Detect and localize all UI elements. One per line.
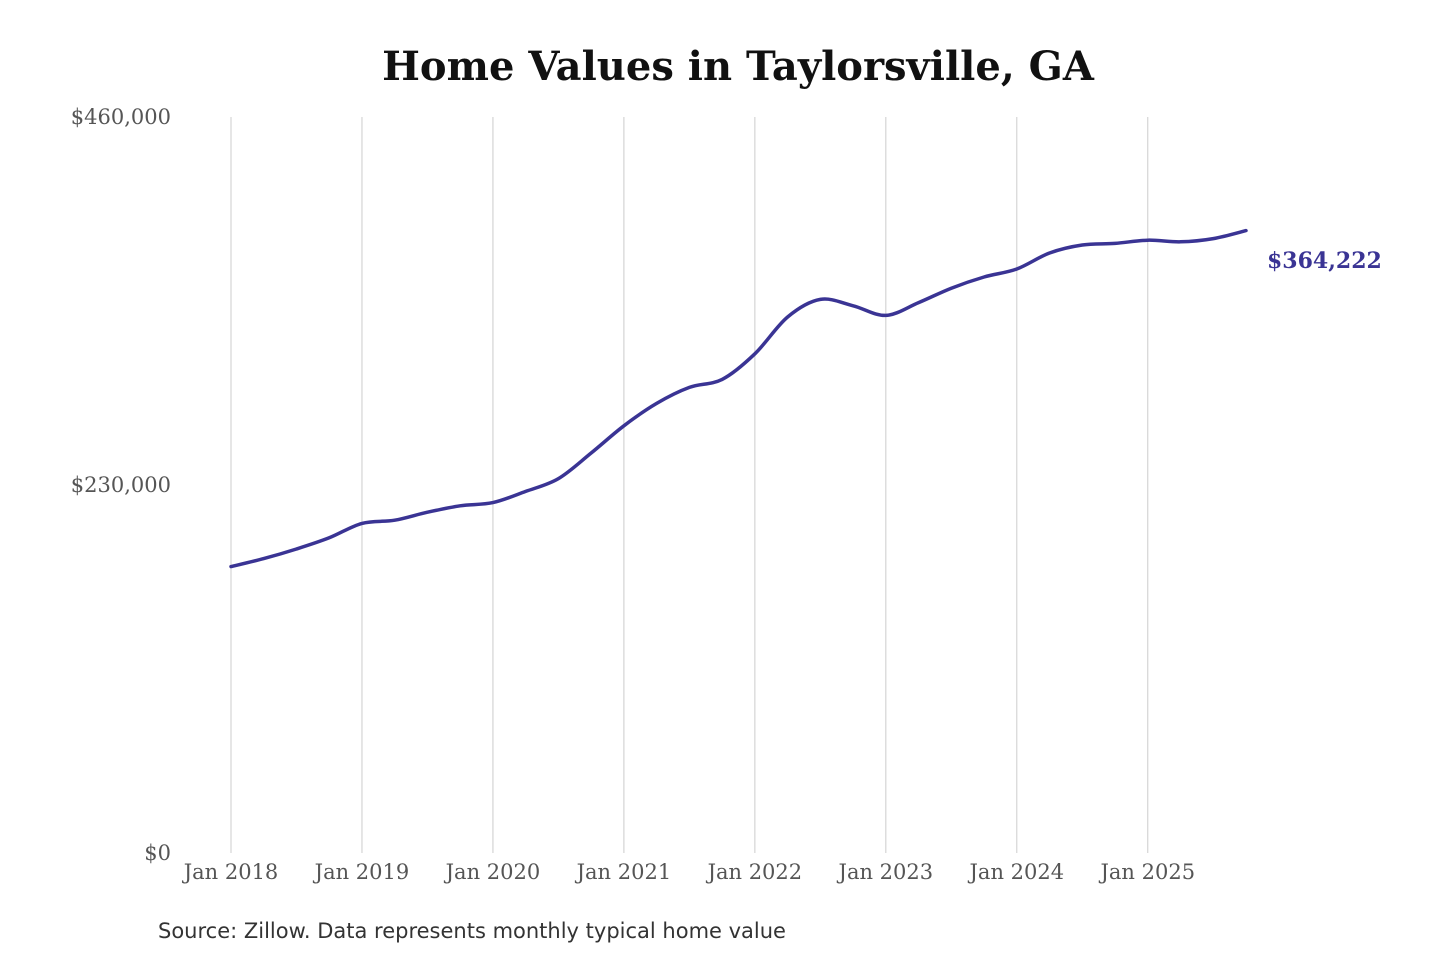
gridlines [230, 117, 1149, 853]
chart-title: Home Values in Taylorsville, GA [382, 43, 1095, 90]
series-layer [229, 228, 1248, 569]
x-axis-ticks: Jan 2018 Jan 2019 Jan 2020 Jan 2021 Jan 2022… [182, 860, 1195, 884]
source-note: Source: Zillow. Data represents monthly … [158, 919, 786, 943]
y-tick-label: $230,000 [71, 473, 171, 497]
series-line-0 [229, 228, 1248, 569]
x-tick-label: Jan 2024 [968, 860, 1065, 884]
y-tick-label: $460,000 [71, 105, 171, 129]
x-tick-label: Jan 2021 [575, 860, 672, 884]
x-tick-label: Jan 2022 [706, 860, 803, 884]
x-tick-label: Jan 2020 [444, 860, 541, 884]
x-tick-label: Jan 2025 [1098, 860, 1195, 884]
y-axis-ticks: $0 $230,000 $460,000 [71, 105, 171, 865]
end-value-label: $364,222 [1267, 248, 1382, 274]
x-tick-label: Jan 2018 [182, 860, 279, 884]
y-tick-label: $0 [144, 841, 171, 865]
x-tick-label: Jan 2023 [837, 860, 934, 884]
x-tick-label: Jan 2019 [313, 860, 410, 884]
